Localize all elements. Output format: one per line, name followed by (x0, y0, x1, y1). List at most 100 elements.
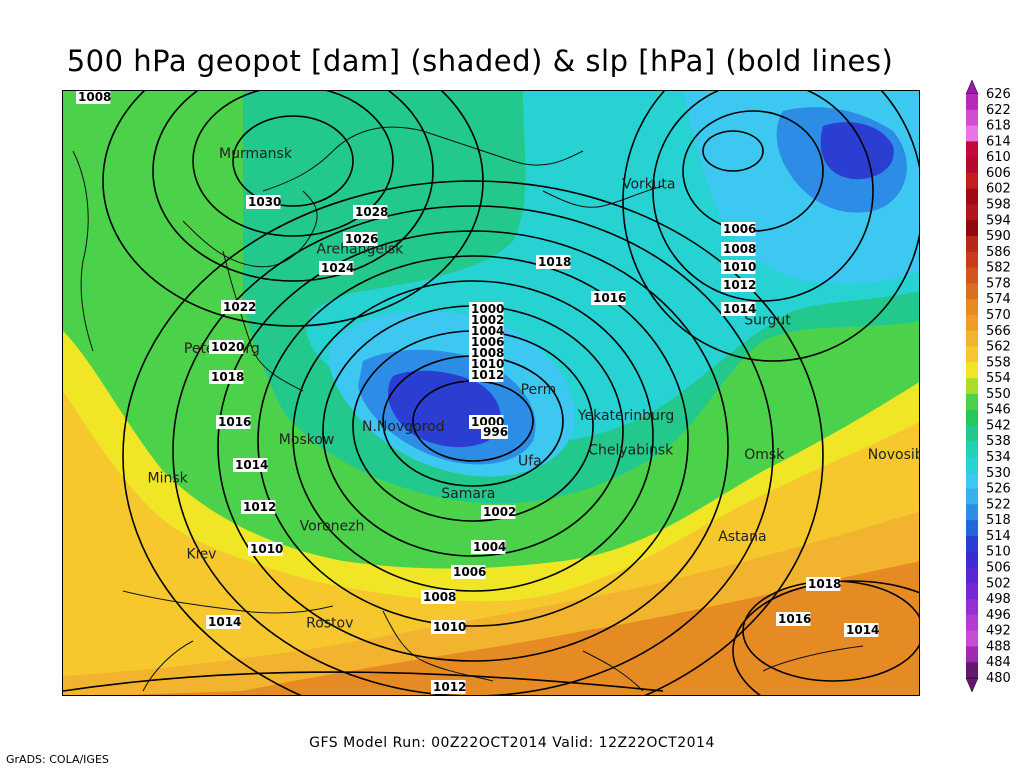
city-label: Novosib (868, 447, 920, 463)
isobar-label: 1020 (209, 340, 244, 354)
isobar-label: 1008 (421, 590, 456, 604)
colorbar-label: 602 (986, 182, 1011, 197)
colorbar-label: 538 (986, 434, 1011, 449)
colorbar-swatch (966, 567, 978, 584)
colorbar-swatch (966, 457, 978, 474)
colorbar-swatch (966, 409, 978, 426)
isobar-label: 1018 (536, 255, 571, 269)
colorbar-swatch (966, 662, 978, 679)
colorbar-swatch (966, 378, 978, 395)
svg-text:1014: 1014 (846, 623, 879, 637)
city-label: Kiev (187, 546, 217, 562)
map-panel: MurmanskVorkutaArehangelskPetersburgSurg… (62, 90, 920, 696)
colorbar-top-arrow (965, 79, 979, 95)
colorbar-label: 492 (986, 624, 1011, 639)
colorbar-label: 480 (986, 671, 1011, 686)
colorbar-label: 484 (986, 655, 1011, 670)
colorbar: 6266226186146106066025985945905865825785… (965, 79, 1011, 693)
svg-text:1022: 1022 (223, 300, 256, 314)
colorbar-label: 554 (986, 371, 1011, 386)
colorbar-label: 594 (986, 213, 1011, 228)
svg-text:1008: 1008 (78, 91, 111, 104)
city-label: Moskow (279, 432, 335, 448)
colorbar-label: 506 (986, 561, 1011, 576)
colorbar-label: 566 (986, 324, 1011, 339)
colorbar-swatch (966, 646, 978, 663)
svg-text:1008: 1008 (423, 590, 456, 604)
colorbar-label: 586 (986, 245, 1011, 260)
city-label: Samara (441, 486, 495, 502)
svg-text:1006: 1006 (453, 565, 486, 579)
svg-text:1010: 1010 (433, 620, 466, 634)
colorbar-bottom-arrow (965, 677, 979, 693)
colorbar-swatch (966, 188, 978, 205)
svg-text:1012: 1012 (243, 500, 276, 514)
colorbar-swatch (966, 614, 978, 632)
svg-text:1018: 1018 (211, 370, 244, 384)
svg-text:1006: 1006 (723, 222, 756, 236)
colorbar-label: 514 (986, 529, 1011, 544)
colorbar-swatch (966, 472, 978, 490)
colorbar-label: 614 (986, 134, 1011, 149)
colorbar-swatch (966, 535, 978, 553)
isobar-label: 1014 (721, 302, 756, 316)
svg-text:1000: 1000 (471, 302, 504, 316)
colorbar-swatch (966, 125, 978, 142)
colorbar-swatch (966, 362, 978, 379)
city-label: Astana (718, 529, 766, 545)
isobar-label: 1002 (481, 505, 516, 519)
city-label: Perm (521, 382, 557, 398)
svg-text:1010: 1010 (723, 260, 756, 274)
svg-text:1018: 1018 (808, 577, 841, 591)
colorbar-swatch (966, 425, 978, 442)
isobar-label: 1006 (721, 222, 756, 236)
city-label: Omsk (744, 447, 785, 463)
isobar-label: 1022 (221, 300, 256, 314)
svg-text:1004: 1004 (473, 540, 506, 554)
svg-text:1008: 1008 (471, 346, 504, 360)
colorbar-label: 610 (986, 150, 1011, 165)
isobar-label: 1024 (319, 261, 354, 275)
colorbar-label: 530 (986, 466, 1011, 481)
isobar-label: 1008 (76, 91, 111, 104)
colorbar-label: 574 (986, 292, 1011, 307)
isobar-label: 1008 (469, 346, 504, 360)
svg-text:1024: 1024 (321, 261, 354, 275)
svg-text:1028: 1028 (355, 205, 388, 219)
colorbar-label: 562 (986, 340, 1011, 355)
colorbar-swatch (966, 204, 978, 221)
city-label: Surgut (744, 313, 791, 329)
colorbar-swatch (966, 583, 978, 600)
colorbar-label: 496 (986, 608, 1011, 623)
isobar-label: 1004 (471, 540, 506, 554)
isobar-label: 1012 (431, 680, 466, 694)
coastlines (72, 126, 864, 692)
colorbar-swatch (966, 172, 978, 190)
isobar-labels: 1008 1030 1028 1026 1024 1022 1020 1018 1016 1014… (76, 91, 879, 694)
city-labels: MurmanskVorkutaArehangelskPetersburgSurg… (148, 146, 920, 632)
chart-title: 500 hPa geopot [dam] (shaded) & slp [hPa… (66, 44, 894, 78)
svg-text:1014: 1014 (208, 615, 241, 629)
colorbar-swatch (966, 94, 978, 111)
colorbar-swatch (966, 630, 978, 647)
svg-text:1014: 1014 (723, 302, 756, 316)
colorbar-label: 558 (986, 355, 1011, 370)
colorbar-label: 622 (986, 103, 1011, 118)
colorbar-swatch (966, 488, 978, 505)
svg-text:1012: 1012 (723, 278, 756, 292)
colorbar-swatch (966, 599, 978, 616)
isobar-label: 1014 (844, 623, 879, 637)
colorbar-label: 510 (986, 545, 1011, 560)
svg-text:1002: 1002 (471, 313, 504, 327)
isobar-label: 1016 (216, 415, 251, 429)
svg-text:1016: 1016 (778, 612, 811, 626)
city-label: Chelyabinsk (588, 443, 674, 459)
city-label: Rostov (306, 616, 353, 632)
svg-text:1006: 1006 (471, 335, 504, 349)
colorbar-swatch (966, 157, 978, 174)
svg-text:1010: 1010 (471, 357, 504, 371)
colorbar-swatch (966, 551, 978, 569)
isobar-label: 1014 (206, 615, 241, 629)
isobar-label: 1016 (776, 612, 811, 626)
svg-text:1002: 1002 (483, 505, 516, 519)
